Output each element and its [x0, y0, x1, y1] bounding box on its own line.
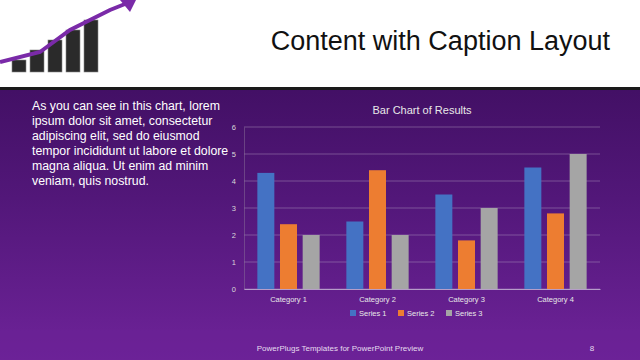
bar [435, 195, 452, 290]
y-tick-label: 1 [232, 258, 236, 267]
x-axis-line [245, 289, 601, 290]
header-band [0, 0, 640, 87]
grid-line [244, 154, 600, 155]
y-tick: 0 [232, 285, 244, 294]
bar-series [280, 170, 564, 289]
bar [458, 240, 475, 289]
bar [392, 235, 409, 289]
legend-label: Series 2 [407, 309, 435, 318]
bar [346, 222, 363, 290]
y-tick-label: 0 [232, 285, 236, 294]
x-tick-label: Category 3 [448, 295, 485, 304]
x-tick: Category 3 [448, 289, 485, 304]
y-tick: 3 [232, 204, 244, 213]
x-tick-label: Category 1 [270, 295, 307, 304]
legend-item: Series 1 [350, 309, 387, 318]
y-tick-label: 5 [232, 150, 236, 159]
x-tick-label: Category 2 [359, 295, 396, 304]
bar [257, 173, 274, 289]
grid-line [244, 262, 600, 263]
bar [369, 170, 386, 289]
bar [481, 208, 498, 289]
y-tick: 2 [232, 231, 244, 240]
icon-arrow [0, 2, 130, 62]
x-axis: Category 1 Category 2 Category 3 Category 4 [245, 289, 601, 304]
bars [257, 154, 586, 289]
icon-arrowhead [120, 0, 136, 12]
bar [524, 168, 541, 290]
bar-series [257, 168, 541, 290]
bar-series [303, 154, 587, 289]
grid-line [244, 235, 600, 236]
x-tick: Category 1 [270, 289, 307, 304]
y-axis: 0 1 2 3 4 5 6 [232, 123, 245, 294]
icon-bar [66, 30, 80, 72]
grid-line [244, 208, 600, 209]
bar [547, 213, 564, 289]
chart: Bar Chart of Results0123456Category 1Cat… [232, 104, 601, 318]
legend-item: Series 3 [446, 309, 483, 318]
chart-title: Bar Chart of Results [372, 104, 472, 116]
header-rule [0, 87, 640, 90]
legend-swatch [350, 310, 356, 316]
page-number: 8 [590, 344, 595, 353]
grid-line [244, 289, 600, 290]
background [0, 0, 640, 360]
grid-line [244, 127, 600, 128]
bar [570, 154, 587, 289]
footer: PowerPlugs Templates for PowerPoint Prev… [257, 344, 424, 353]
y-tick: 4 [232, 177, 244, 186]
grid-line [244, 181, 600, 182]
legend-label: Series 1 [359, 309, 387, 318]
footer-band [0, 330, 640, 360]
y-tick-label: 3 [232, 204, 236, 213]
legend-label: Series 3 [455, 309, 483, 318]
x-tick: Category 2 [359, 289, 396, 304]
y-tick: 5 [232, 150, 244, 159]
y-axis-line [244, 128, 245, 290]
y-tick-label: 2 [232, 231, 236, 240]
grid [244, 127, 600, 289]
legend-swatch [446, 310, 452, 316]
legend-swatch [398, 310, 404, 316]
legend: Series 1 Series 2 Series 3 [350, 309, 483, 318]
icon-bar [12, 60, 26, 72]
bar [303, 235, 320, 289]
caption: As you can see in this chart, lorem ipsu… [32, 99, 237, 189]
x-tick: Category 4 [537, 289, 574, 304]
bar [280, 224, 297, 289]
x-tick-label: Category 4 [537, 295, 574, 304]
y-tick: 1 [232, 258, 244, 267]
icon-bar [84, 20, 98, 72]
y-tick-label: 6 [232, 123, 236, 132]
legend-item: Series 2 [398, 309, 435, 318]
y-tick: 6 [232, 123, 244, 132]
header-icon [0, 0, 136, 72]
slide-title: Content with Caption Layout [271, 26, 611, 56]
y-tick-label: 4 [232, 177, 236, 186]
